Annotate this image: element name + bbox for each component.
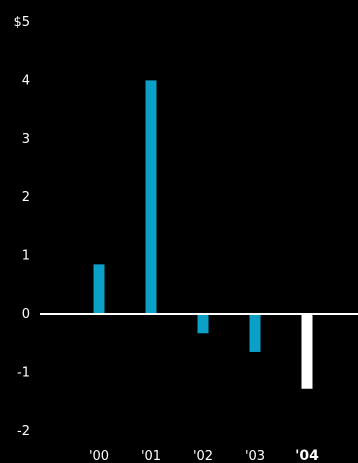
y-tick-label: 0 — [22, 307, 30, 322]
bars-group — [93, 80, 313, 389]
x-tick-label: '01 — [141, 449, 161, 463]
x-tick-label: '00 — [89, 449, 109, 463]
y-tick-label: $5 — [13, 15, 30, 30]
y-tick-label: 1 — [22, 249, 30, 264]
x-tick-label-highlighted: '04 — [295, 448, 319, 463]
y-tick-label: 2 — [22, 190, 30, 205]
bar — [145, 80, 157, 315]
y-tick-label: 4 — [22, 73, 30, 88]
bar-highlighted — [301, 314, 313, 389]
y-axis-ticks: $5 4 3 2 1 0 -1 -2 — [13, 15, 30, 439]
y-tick-label: 3 — [22, 132, 30, 147]
bar — [93, 264, 105, 314]
y-tick-label: -1 — [17, 365, 30, 380]
y-tick-label: -2 — [17, 424, 30, 439]
bar — [197, 314, 209, 334]
bar — [249, 314, 261, 352]
x-tick-label: '03 — [245, 449, 265, 463]
x-tick-label: '02 — [193, 449, 213, 463]
x-axis-ticks: '00 '01 '02 '03 '04 — [89, 448, 319, 463]
